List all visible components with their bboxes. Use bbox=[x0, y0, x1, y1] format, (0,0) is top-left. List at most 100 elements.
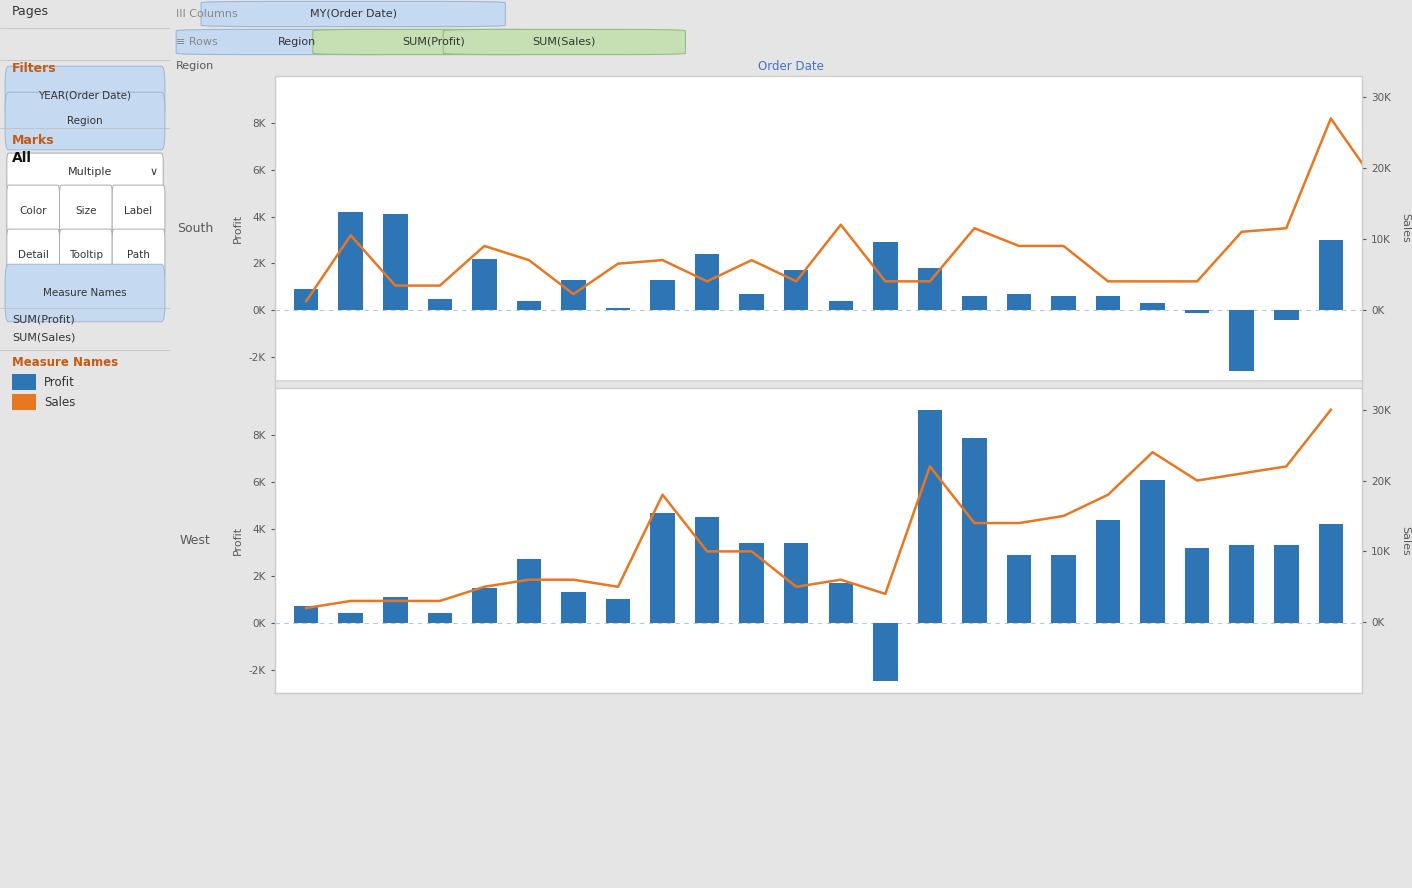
Text: ≡ Rows: ≡ Rows bbox=[176, 37, 217, 47]
Bar bbox=[1230, 310, 1254, 371]
Text: Path: Path bbox=[127, 250, 150, 260]
Y-axis label: Sales: Sales bbox=[1401, 526, 1411, 556]
FancyBboxPatch shape bbox=[112, 229, 165, 281]
FancyBboxPatch shape bbox=[59, 185, 112, 237]
FancyBboxPatch shape bbox=[176, 29, 418, 54]
Text: Color: Color bbox=[20, 206, 47, 216]
Bar bbox=[1319, 240, 1343, 310]
Text: Measure Names: Measure Names bbox=[44, 288, 127, 298]
Bar bbox=[1007, 555, 1031, 622]
Bar bbox=[784, 271, 809, 310]
Bar bbox=[472, 588, 497, 622]
Bar bbox=[1230, 545, 1254, 622]
Text: Sales: Sales bbox=[44, 395, 76, 408]
FancyBboxPatch shape bbox=[7, 229, 59, 281]
Text: Region: Region bbox=[176, 61, 215, 71]
Bar bbox=[606, 308, 630, 310]
Bar bbox=[11, 394, 35, 410]
Bar bbox=[1363, 284, 1388, 310]
Bar bbox=[561, 280, 586, 310]
Bar bbox=[383, 214, 408, 310]
Bar bbox=[740, 543, 764, 622]
Text: MY(Order Date): MY(Order Date) bbox=[309, 9, 397, 19]
Bar bbox=[1141, 480, 1165, 622]
Bar bbox=[829, 583, 853, 622]
Text: Multiple: Multiple bbox=[68, 167, 113, 177]
Text: Region: Region bbox=[68, 116, 103, 126]
Bar bbox=[1052, 297, 1076, 310]
Bar bbox=[1007, 294, 1031, 310]
Text: Detail: Detail bbox=[18, 250, 48, 260]
Text: Filters: Filters bbox=[11, 61, 56, 75]
Text: ∨: ∨ bbox=[150, 167, 158, 177]
Bar bbox=[1274, 310, 1299, 320]
FancyBboxPatch shape bbox=[313, 29, 555, 54]
FancyBboxPatch shape bbox=[7, 153, 164, 191]
Bar bbox=[695, 254, 719, 310]
Bar bbox=[517, 301, 541, 310]
Text: Profit: Profit bbox=[44, 376, 75, 389]
Text: Tooltip: Tooltip bbox=[69, 250, 103, 260]
Bar bbox=[606, 599, 630, 622]
Text: Measure Names: Measure Names bbox=[11, 355, 119, 369]
Text: SUM(Sales): SUM(Sales) bbox=[532, 37, 596, 47]
Text: SUM(Profit): SUM(Profit) bbox=[11, 315, 75, 325]
Bar bbox=[1141, 303, 1165, 310]
Text: Order Date: Order Date bbox=[758, 59, 825, 73]
Text: Label: Label bbox=[124, 206, 152, 216]
Bar bbox=[873, 242, 898, 310]
Bar bbox=[1274, 545, 1299, 622]
Bar bbox=[428, 614, 452, 622]
Text: All: All bbox=[11, 151, 32, 165]
Bar bbox=[517, 559, 541, 622]
Bar bbox=[428, 298, 452, 310]
Text: Size: Size bbox=[75, 206, 96, 216]
FancyBboxPatch shape bbox=[6, 265, 165, 321]
Bar bbox=[1319, 524, 1343, 622]
Text: Pages: Pages bbox=[11, 5, 49, 19]
Text: South: South bbox=[176, 222, 213, 234]
FancyBboxPatch shape bbox=[6, 67, 165, 123]
Bar bbox=[1185, 548, 1210, 622]
Bar bbox=[294, 607, 319, 622]
Bar bbox=[829, 301, 853, 310]
Bar bbox=[1096, 519, 1120, 622]
Bar bbox=[962, 297, 987, 310]
FancyBboxPatch shape bbox=[7, 185, 59, 237]
Text: Marks: Marks bbox=[11, 133, 55, 147]
FancyBboxPatch shape bbox=[6, 92, 165, 150]
Bar bbox=[651, 280, 675, 310]
Text: YEAR(Order Date): YEAR(Order Date) bbox=[38, 90, 131, 100]
Bar bbox=[1052, 555, 1076, 622]
Bar bbox=[339, 614, 363, 622]
Y-axis label: Sales: Sales bbox=[1401, 213, 1411, 243]
Y-axis label: Profit: Profit bbox=[233, 214, 243, 242]
Bar bbox=[873, 622, 898, 681]
Bar bbox=[918, 409, 942, 622]
Bar bbox=[784, 543, 809, 622]
Text: SUM(Profit): SUM(Profit) bbox=[402, 37, 466, 47]
FancyBboxPatch shape bbox=[59, 229, 112, 281]
Bar bbox=[695, 518, 719, 622]
Bar bbox=[962, 438, 987, 622]
Bar bbox=[561, 592, 586, 622]
Bar bbox=[339, 212, 363, 310]
Text: III Columns: III Columns bbox=[176, 9, 239, 19]
Bar bbox=[918, 268, 942, 310]
Bar bbox=[740, 294, 764, 310]
FancyBboxPatch shape bbox=[112, 185, 165, 237]
Bar bbox=[294, 289, 319, 310]
Text: West: West bbox=[179, 535, 210, 547]
Bar bbox=[1096, 297, 1120, 310]
Bar bbox=[11, 374, 35, 390]
FancyBboxPatch shape bbox=[201, 2, 505, 27]
Bar bbox=[383, 597, 408, 622]
Y-axis label: Profit: Profit bbox=[233, 527, 243, 555]
Bar bbox=[1408, 284, 1412, 310]
Bar bbox=[472, 258, 497, 310]
Bar bbox=[651, 512, 675, 622]
Text: Region: Region bbox=[278, 37, 316, 47]
FancyBboxPatch shape bbox=[443, 29, 685, 54]
Text: SUM(Sales): SUM(Sales) bbox=[11, 333, 75, 343]
Bar bbox=[1185, 310, 1210, 313]
